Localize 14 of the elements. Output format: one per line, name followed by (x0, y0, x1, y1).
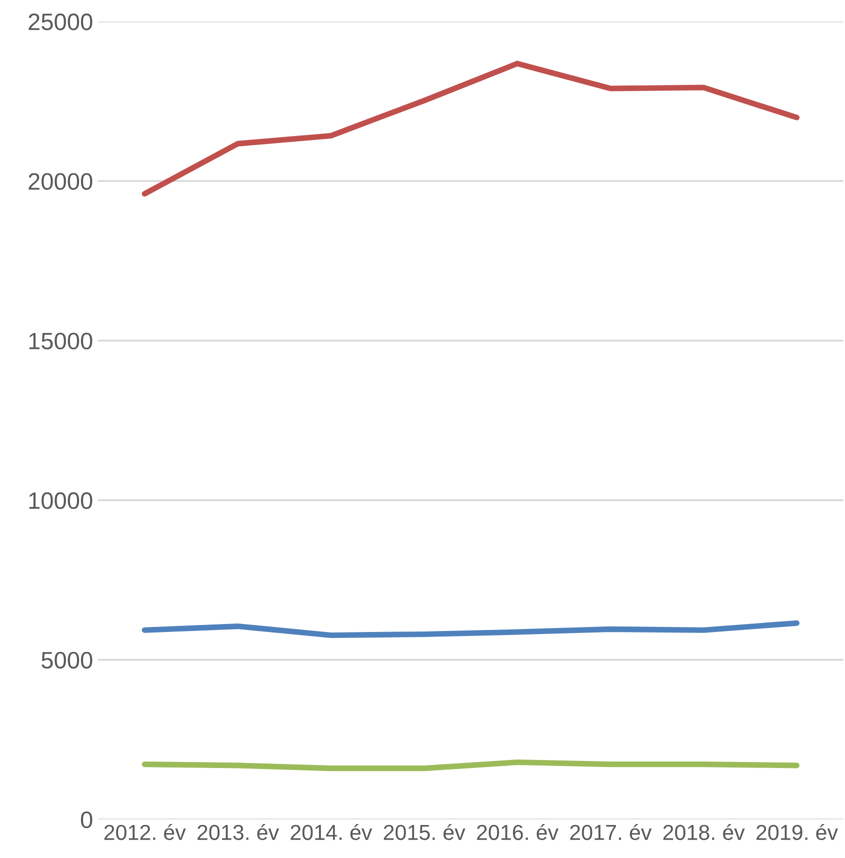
x-tick-label: 2019. év (756, 824, 838, 840)
x-tick-label: 2017. év (570, 824, 652, 840)
x-tick-label: 2015. év (384, 824, 466, 840)
y-tick-label: 0 (80, 811, 92, 828)
x-tick-label: 2018. év (663, 824, 745, 840)
y-tick-label: 10000 (29, 492, 92, 509)
x-tick-label: 2016. év (477, 824, 558, 840)
x-tick-label: 2014. év (290, 824, 372, 840)
y-tick-label: 15000 (29, 332, 92, 350)
x-tick-label: 2013. év (198, 824, 279, 840)
y-tick-label: 20000 (28, 173, 92, 190)
y-tick-label: 25000 (28, 14, 92, 30)
x-tick-label: 2012. év (104, 824, 186, 840)
y-tick-label: 5000 (42, 652, 92, 669)
